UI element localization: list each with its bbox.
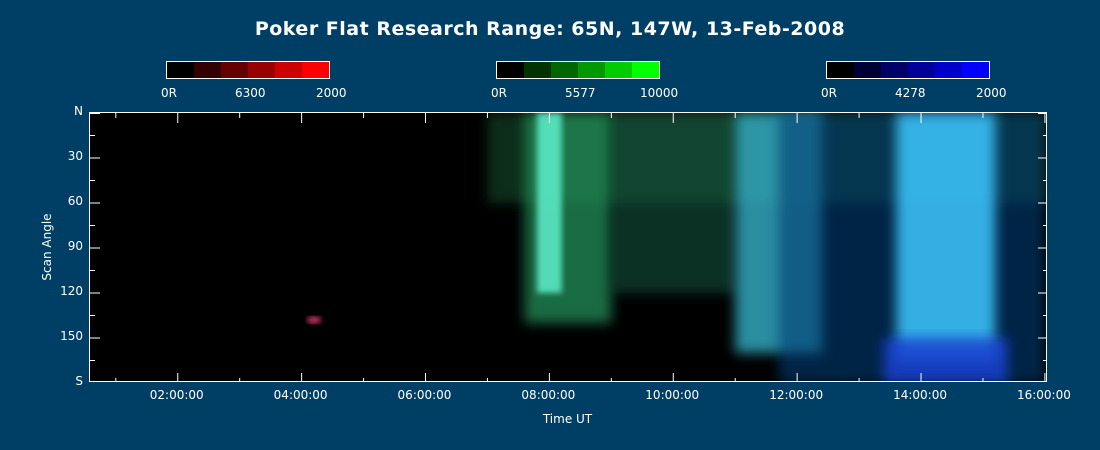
x-tick-label: 16:00:00 xyxy=(1016,388,1071,402)
aurora-feature-7 xyxy=(883,338,1008,381)
colorbar-segment xyxy=(194,62,221,78)
aurora-feature-8 xyxy=(307,317,321,323)
y-tick-label: S xyxy=(75,374,83,388)
colorbar-green-max-label: 10000 xyxy=(640,86,679,100)
y-tick-label: 120 xyxy=(60,284,83,298)
x-tick-label: 10:00:00 xyxy=(645,388,700,402)
x-tick-label: 06:00:00 xyxy=(397,388,452,402)
aurora-feature-2 xyxy=(536,113,562,293)
colorbar-blue-min-label: 0R xyxy=(821,86,837,100)
y-axis-label: Scan Angle xyxy=(40,213,54,281)
colorbar-green-mid-label: 5577 xyxy=(565,86,596,100)
colorbar-segment xyxy=(302,62,329,78)
y-tick-label: 150 xyxy=(60,329,83,343)
keogram-svg xyxy=(90,113,1046,381)
colorbar-red-mid-label: 6300 xyxy=(235,86,266,100)
colorbar-segment xyxy=(962,62,989,78)
x-tick-label: 08:00:00 xyxy=(521,388,576,402)
x-tick-label: 04:00:00 xyxy=(273,388,328,402)
colorbar-blue xyxy=(826,61,990,79)
colorbar-segment xyxy=(854,62,881,78)
colorbar-segment xyxy=(632,62,659,78)
colorbar-green-min-label: 0R xyxy=(491,86,507,100)
colorbar-segment xyxy=(524,62,551,78)
plot-area xyxy=(89,112,1047,382)
colorbar-segment xyxy=(248,62,275,78)
colorbar-segment xyxy=(167,62,194,78)
colorbar-segment xyxy=(275,62,302,78)
colorbar-segment xyxy=(497,62,524,78)
x-tick-label: 12:00:00 xyxy=(769,388,824,402)
y-tick-label: N xyxy=(74,104,83,118)
colorbar-green xyxy=(496,61,660,79)
colorbar-segment xyxy=(605,62,632,78)
aurora-feature-3 xyxy=(611,113,736,293)
y-tick-label: 90 xyxy=(67,239,83,253)
colorbar-red-max-label: 2000 xyxy=(316,86,347,100)
colorbar-blue-max-label: 2000 xyxy=(976,86,1007,100)
chart-title: Poker Flat Research Range: 65N, 147W, 13… xyxy=(254,18,846,40)
colorbar-red xyxy=(166,61,330,79)
colorbar-segment xyxy=(827,62,854,78)
colorbar-red-min-label: 0R xyxy=(161,86,177,100)
colorbar-segment xyxy=(578,62,605,78)
x-axis-label: Time UT xyxy=(542,412,593,426)
y-tick-label: 30 xyxy=(67,149,83,163)
colorbar-segment xyxy=(221,62,248,78)
y-tick-label: 60 xyxy=(67,194,83,208)
colorbar-segment xyxy=(908,62,935,78)
colorbar-segment xyxy=(935,62,962,78)
aurora-feature-6 xyxy=(896,113,996,361)
colorbar-segment xyxy=(881,62,908,78)
x-tick-label: 02:00:00 xyxy=(149,388,204,402)
x-tick-label: 14:00:00 xyxy=(893,388,947,402)
colorbar-blue-mid-label: 4278 xyxy=(895,86,926,100)
colorbar-segment xyxy=(551,62,578,78)
